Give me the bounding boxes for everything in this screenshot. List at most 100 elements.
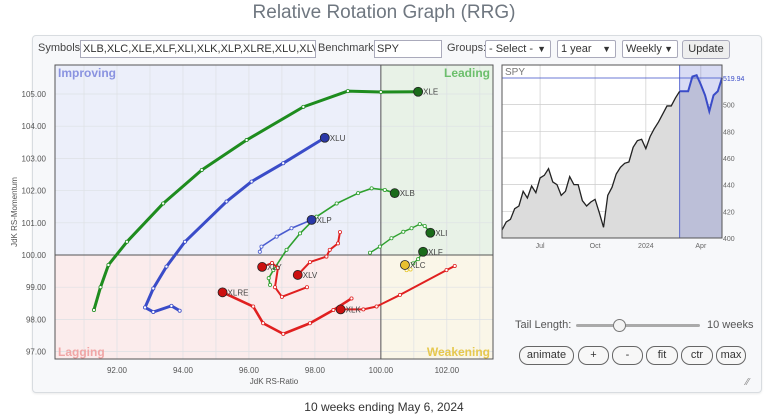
- tail-point: [349, 296, 354, 301]
- head-xli[interactable]: [425, 227, 436, 238]
- lagging-quadrant: [55, 254, 381, 359]
- tail-point: [408, 267, 413, 272]
- tail-point: [401, 229, 406, 234]
- y-tick-label: 101.00: [22, 219, 47, 228]
- tail-point: [361, 307, 366, 312]
- y-axis-label: JdK RS-Momentum: [10, 177, 19, 247]
- update-button[interactable]: Update: [682, 40, 730, 59]
- tail-point: [182, 239, 187, 244]
- head-xlp[interactable]: [306, 214, 317, 225]
- tail-point: [251, 304, 256, 309]
- head-xlc[interactable]: [400, 260, 410, 270]
- benchmark-x-tick-label: Jul: [536, 243, 545, 250]
- tail-point: [279, 294, 284, 299]
- head-xlre[interactable]: [217, 287, 228, 298]
- tail-point: [199, 167, 204, 172]
- benchmark-price-line-highlight: [679, 74, 723, 116]
- tail-point: [259, 244, 264, 249]
- fit-button[interactable]: fit: [646, 346, 678, 365]
- tail-point: [331, 308, 336, 313]
- benchmark-symbol-label: SPY: [505, 67, 525, 78]
- tail-point: [91, 308, 96, 313]
- tail-point: [452, 263, 457, 268]
- tail-point: [334, 201, 339, 206]
- y-tick-label: 105.00: [22, 90, 47, 99]
- frequency-select[interactable]: Weekly ▼: [622, 40, 678, 58]
- series-label-xlb: XLB: [400, 189, 415, 198]
- tail-point: [335, 241, 340, 246]
- head-xlk[interactable]: [335, 304, 346, 315]
- tail-point: [281, 161, 286, 166]
- period-select-value: 1 year: [561, 43, 592, 55]
- zoom-out-button[interactable]: -: [612, 346, 643, 365]
- tail-point: [249, 179, 254, 184]
- head-xlb[interactable]: [389, 188, 400, 199]
- page-title: Relative Rotation Graph (RRG): [252, 2, 516, 23]
- tail-point: [289, 226, 294, 231]
- period-select[interactable]: 1 year ▼: [557, 40, 616, 58]
- tail-point: [224, 199, 229, 204]
- tail-point: [151, 309, 156, 314]
- head-xly[interactable]: [257, 262, 268, 272]
- tail-length-slider[interactable]: [576, 324, 700, 327]
- series-label-xli: XLI: [435, 229, 447, 238]
- head-xle[interactable]: [413, 86, 424, 97]
- tail-point: [327, 247, 332, 252]
- chevron-down-icon: ▼: [664, 44, 673, 54]
- tail-point: [307, 321, 312, 326]
- x-tick-label: 102.00: [435, 366, 460, 375]
- series-label-xlk: XLK: [346, 305, 362, 314]
- center-button[interactable]: ctr: [681, 346, 713, 365]
- tail-point: [270, 261, 275, 266]
- tail-point: [389, 236, 394, 241]
- benchmark-input[interactable]: SPY: [374, 40, 442, 58]
- series-label-xlv: XLV: [303, 271, 318, 280]
- tail-point: [244, 138, 249, 143]
- tail-point: [271, 268, 276, 273]
- head-xlu[interactable]: [319, 132, 330, 143]
- benchmark-y-tick-label: 460: [723, 156, 735, 163]
- zoom-in-button[interactable]: +: [578, 346, 609, 365]
- benchmark-y-tick-label: 420: [723, 209, 735, 216]
- tail-point: [307, 260, 312, 265]
- chevron-down-icon: ▼: [602, 44, 611, 54]
- symbols-input[interactable]: XLB,XLC,XLE,XLF,XLI,XLK,XLP,XLRE,XLU,XLV…: [80, 40, 316, 58]
- tail-point: [169, 303, 174, 308]
- y-tick-label: 100.00: [22, 251, 47, 260]
- y-tick-label: 99.00: [26, 283, 47, 292]
- resize-handle-icon[interactable]: ⁄⁄: [746, 377, 750, 388]
- tail-point: [324, 254, 329, 259]
- quadrant-label-lagging: Lagging: [58, 345, 105, 359]
- y-tick-label: 103.00: [22, 154, 47, 163]
- tail-point: [274, 234, 279, 239]
- tail-point: [281, 331, 286, 336]
- series-label-xlf: XLF: [428, 248, 443, 257]
- y-tick-label: 97.00: [26, 348, 47, 357]
- x-tick-label: 94.00: [173, 366, 194, 375]
- tail-point: [374, 304, 379, 309]
- benchmark-price-line: [501, 90, 681, 231]
- tail-point: [161, 201, 166, 206]
- tail-point: [275, 265, 280, 270]
- groups-label: Groups:: [447, 42, 487, 54]
- frequency-select-value: Weekly: [626, 43, 662, 55]
- tail-point: [416, 257, 421, 262]
- quadrant-label-weakening: Weakening: [427, 345, 490, 359]
- head-xlv[interactable]: [292, 270, 303, 280]
- animate-button[interactable]: animate: [519, 346, 574, 365]
- tail-length-slider-knob[interactable]: [613, 319, 627, 332]
- benchmark-plot-border: [501, 64, 723, 239]
- tail-point: [164, 264, 169, 269]
- series-label-xlp: XLP: [317, 216, 332, 225]
- tail-point: [106, 262, 111, 267]
- tail-point: [356, 191, 361, 196]
- tail-length-value: 10 weeks: [707, 319, 754, 331]
- series-label-xle: XLE: [423, 88, 438, 97]
- date-range-caption: 10 weeks ending May 6, 2024: [304, 400, 464, 414]
- weakening-quadrant: [380, 254, 493, 359]
- tail-point: [301, 104, 306, 109]
- head-xlf[interactable]: [418, 246, 428, 257]
- max-button[interactable]: max: [716, 346, 746, 365]
- groups-select[interactable]: - Select - ▼: [485, 40, 551, 58]
